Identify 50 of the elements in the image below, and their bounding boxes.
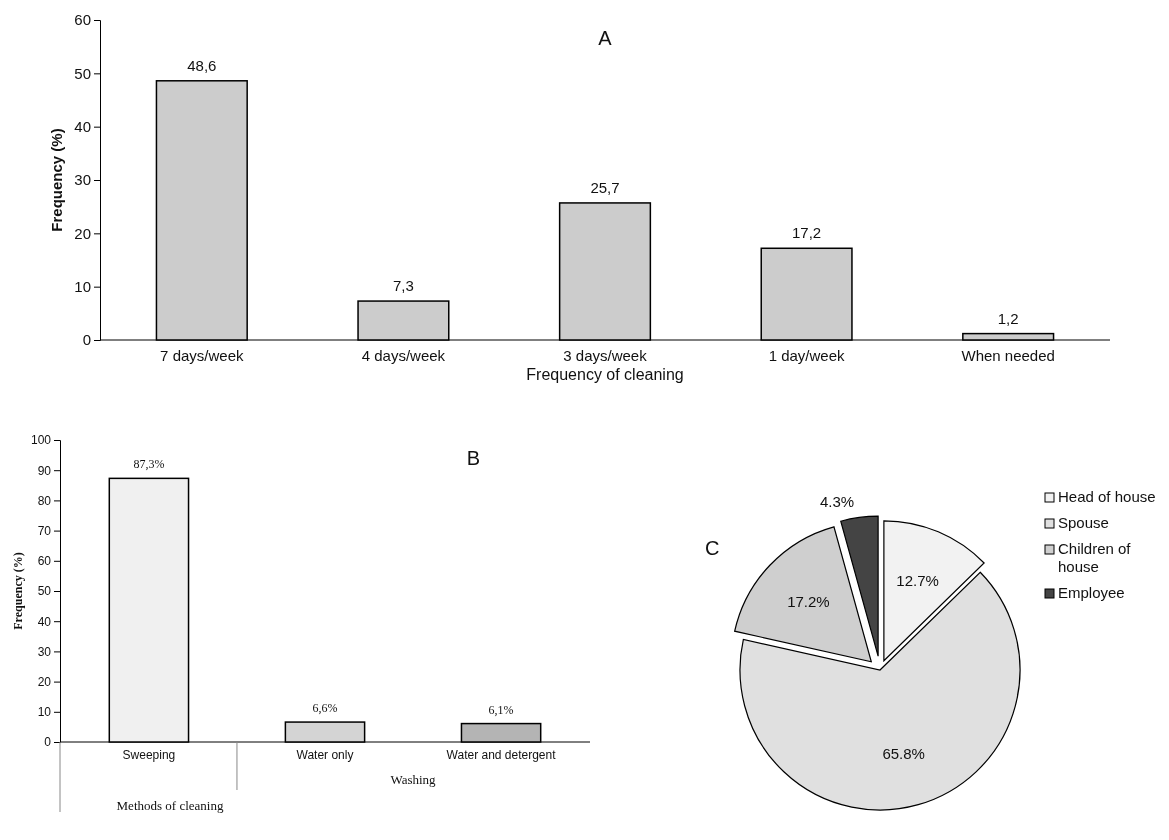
x-axis-title: Methods of cleaning — [116, 798, 224, 813]
data-label: 7,3 — [392, 277, 414, 295]
data-label: 1,2 — [997, 309, 1019, 327]
x-tick-label: 4 days/week — [361, 347, 446, 364]
x-tick-label: Water only — [296, 748, 354, 763]
y-tick-label: 30 — [74, 171, 91, 189]
data-label: 4.3% — [820, 492, 855, 510]
y-tick-label: 30 — [37, 644, 52, 659]
x-tick-label: Water and detergent — [446, 748, 557, 763]
y-tick-label: 70 — [37, 523, 52, 538]
y-tick-label: 60 — [74, 11, 91, 29]
chart-title: B — [466, 447, 481, 469]
data-label: 6,6% — [312, 701, 338, 716]
data-label: 48,6 — [187, 56, 217, 74]
y-tick-label: 90 — [37, 463, 52, 478]
data-label: 25,7 — [590, 178, 620, 196]
x-axis-title: Frequency of cleaning — [526, 366, 684, 383]
y-axis-title: Frequency (%) — [11, 552, 25, 630]
y-tick-label: 50 — [74, 64, 91, 82]
text: C — [705, 537, 720, 559]
x-tick-label: 1 day/week — [768, 347, 846, 364]
y-tick-label: 10 — [74, 277, 91, 295]
y-tick-label: 20 — [37, 674, 52, 689]
y-tick-label: 100 — [30, 433, 52, 448]
text: Washing — [390, 772, 437, 787]
y-tick-label: 50 — [37, 584, 52, 599]
legend-label: Head of house — [1058, 488, 1156, 505]
legend-label: Employee — [1058, 584, 1125, 601]
legend-label: Children of house — [1058, 540, 1132, 575]
y-tick-label: 0 — [82, 331, 91, 349]
x-tick-label: 3 days/week — [563, 347, 648, 364]
y-axis-title: Frequency (%) — [48, 128, 65, 232]
data-label: 65.8% — [882, 744, 925, 762]
x-tick-label: When needed — [961, 347, 1055, 364]
x-tick-label: 7 days/week — [160, 347, 244, 364]
y-tick-label: 80 — [37, 493, 52, 508]
data-label: 17.2% — [787, 592, 830, 610]
y-tick-label: 10 — [37, 705, 52, 720]
y-tick-label: 40 — [74, 117, 91, 135]
data-label: 6,1% — [488, 702, 514, 717]
y-tick-label: 20 — [74, 224, 91, 242]
x-tick-label: Sweeping — [122, 748, 176, 763]
y-tick-label: 60 — [37, 554, 52, 569]
chart-title: A — [598, 27, 613, 49]
y-tick-label: 0 — [44, 735, 52, 750]
data-label: 12.7% — [896, 571, 939, 589]
data-label: 87,3% — [133, 457, 165, 472]
legend-label: Spouse — [1058, 514, 1109, 531]
data-label: 17,2 — [792, 224, 822, 242]
y-tick-label: 40 — [37, 614, 52, 629]
